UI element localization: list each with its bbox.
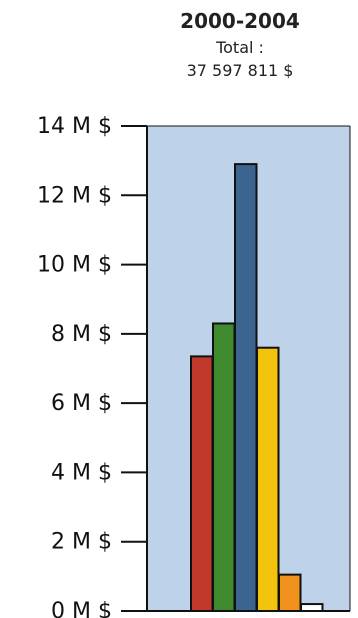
y-tick-label: 10 M $ (37, 253, 112, 278)
y-tick-label: 2 M $ (51, 530, 112, 555)
y-tick-label: 12 M $ (37, 183, 112, 208)
axes (146, 125, 351, 612)
bar-1 (190, 355, 214, 612)
chart-title: 2000-2004 (180, 9, 300, 33)
y-tick-label: 8 M $ (51, 322, 112, 347)
y-tick-label: 4 M $ (51, 460, 112, 485)
y-tick-label: 0 M $ (51, 599, 112, 618)
bar-2 (212, 322, 236, 612)
y-tick-label: 14 M $ (37, 114, 112, 139)
y-axis-ticks: 0 M $ 2 M $ 4 M $ 6 M $ 8 M $ 10 M $ 12 M $ 14 … (37, 114, 147, 618)
bar-6 (300, 603, 324, 612)
bar-4 (256, 346, 280, 612)
bar-5 (278, 573, 302, 612)
bar-3 (234, 163, 258, 612)
chart-subtitle-line-2: 37 597 811 $ (187, 61, 294, 80)
chart-header: 2000-2004 Total : 37 597 811 $ (180, 9, 300, 80)
chart-subtitle-line-1: Total : (215, 38, 264, 57)
y-tick-label: 6 M $ (51, 391, 112, 416)
